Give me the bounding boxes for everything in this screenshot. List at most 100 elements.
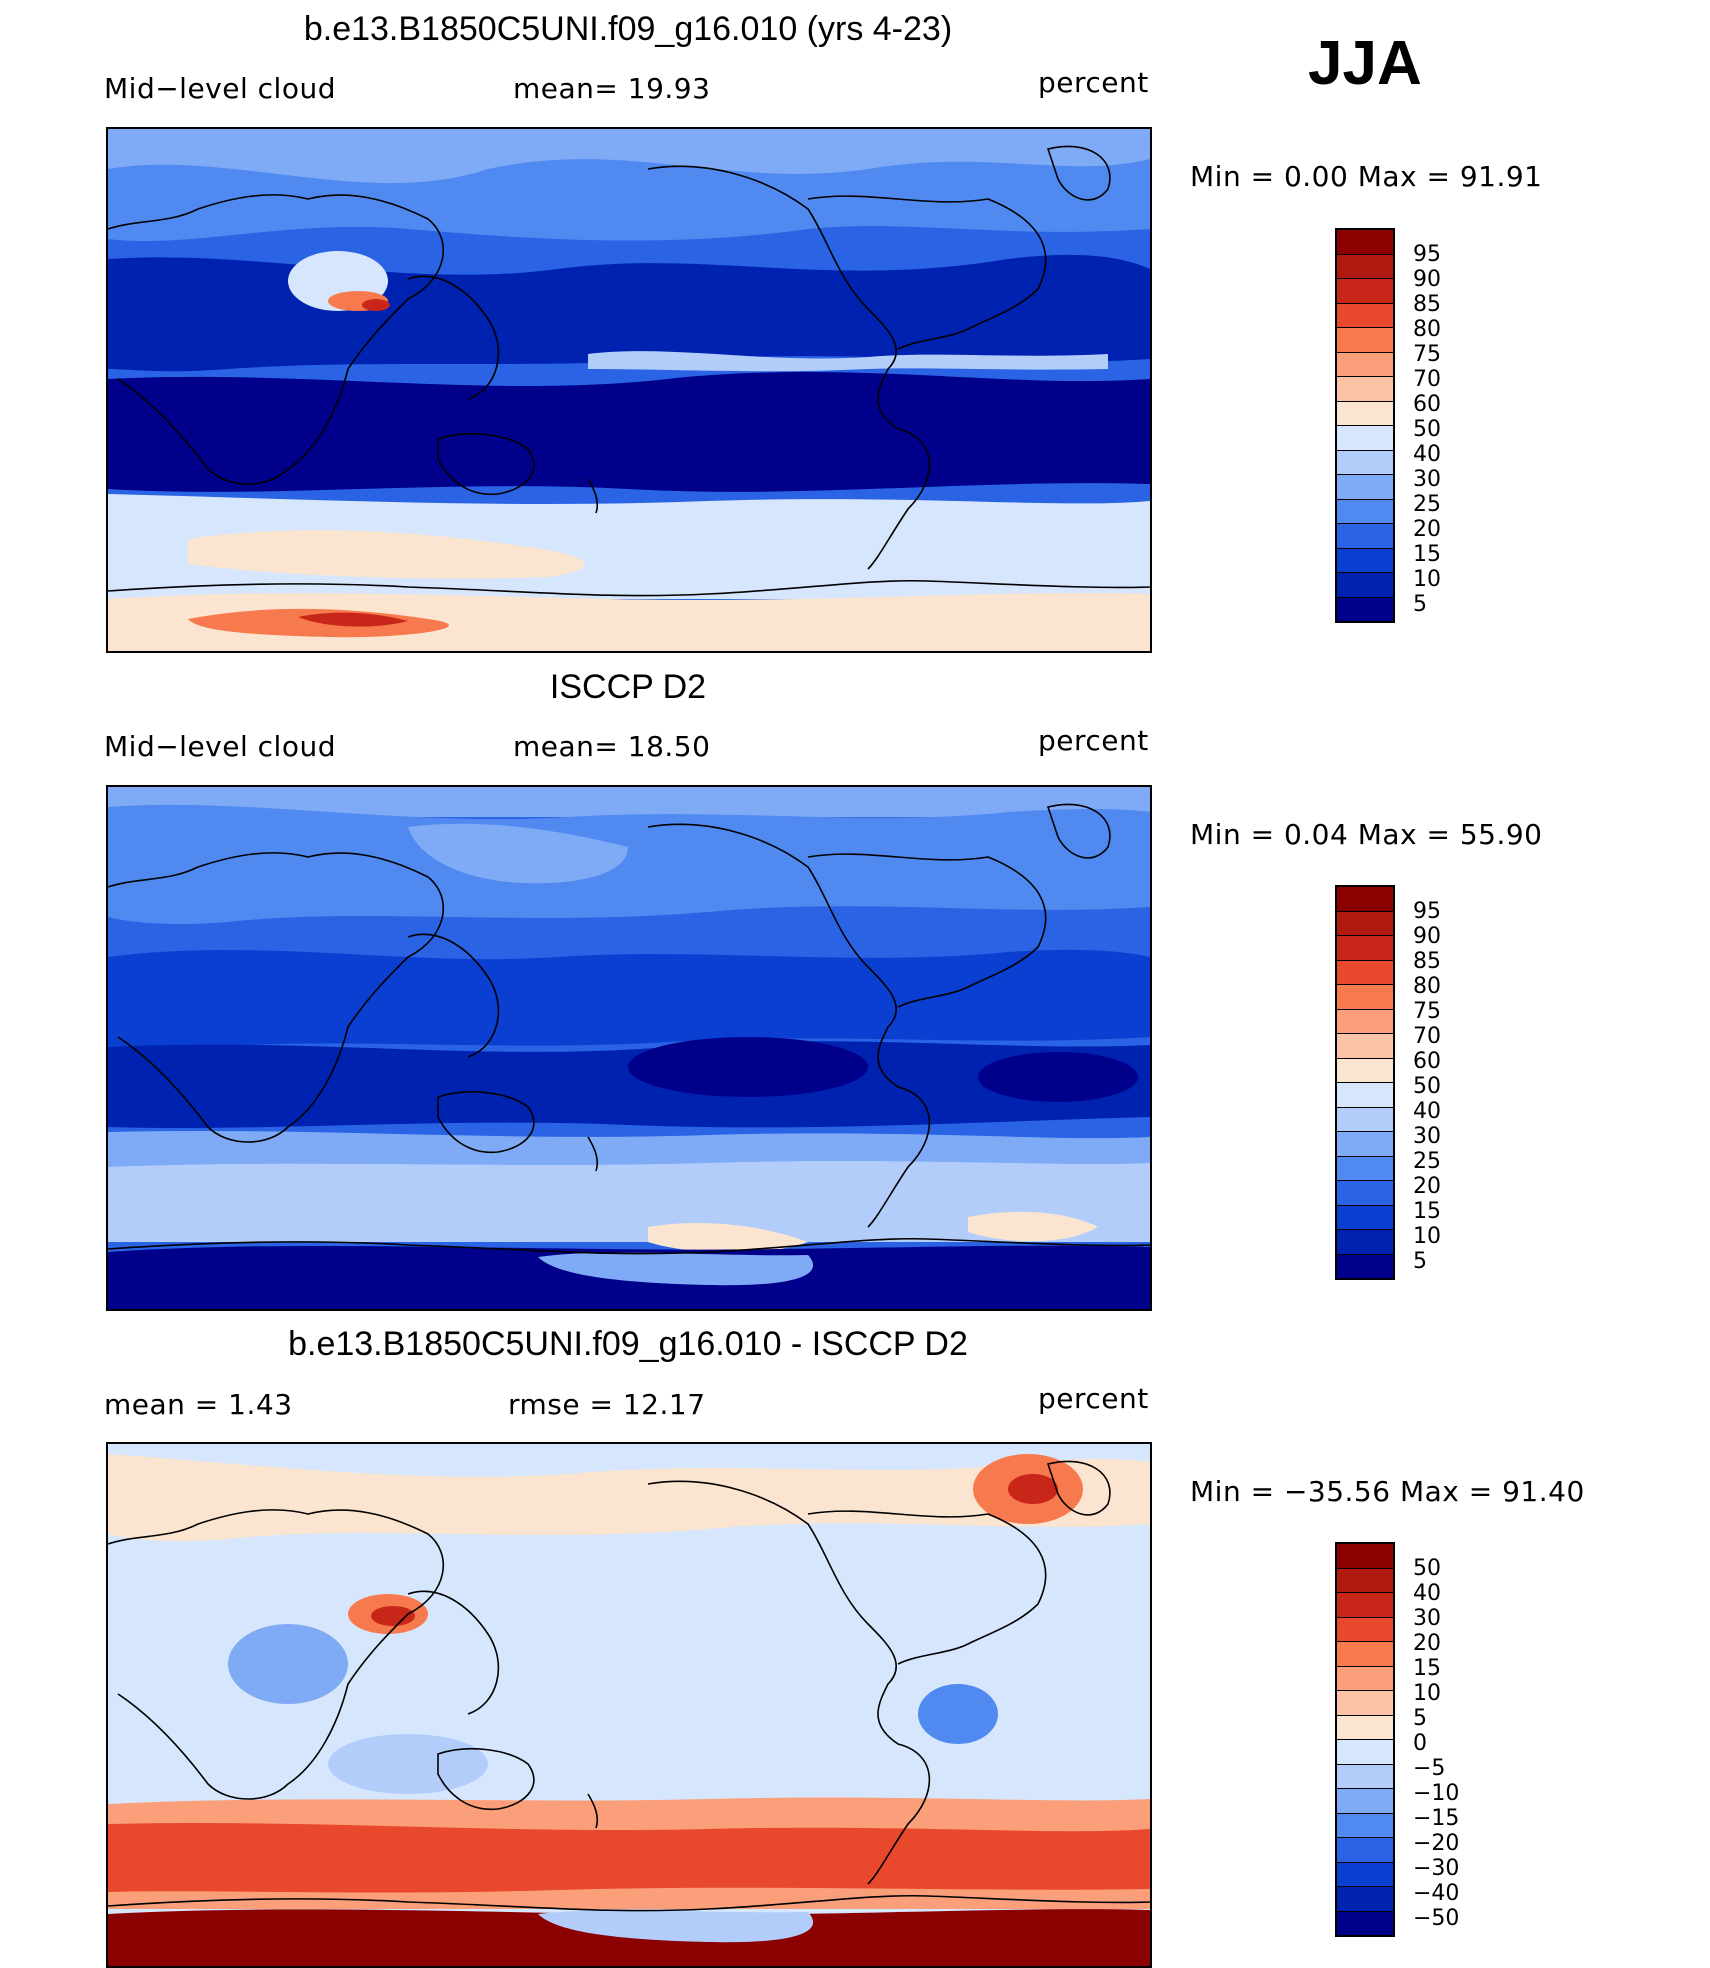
colorbar-label: 30 <box>1413 1606 1441 1631</box>
colorbar-label: 40 <box>1413 1581 1441 1606</box>
colorbar-swatch <box>1337 523 1393 548</box>
colorbar-label: 70 <box>1413 1024 1441 1049</box>
colorbar-label: 40 <box>1413 1099 1441 1124</box>
colorbar-label: −50 <box>1413 1906 1460 1931</box>
colorbar-label: 60 <box>1413 1049 1441 1074</box>
panel-left-label-obs: Mid−level cloud <box>104 730 336 763</box>
colorbar-swatch <box>1337 959 1393 984</box>
colorbar-swatch <box>1337 1082 1393 1107</box>
field-band <box>408 823 628 884</box>
coastlines <box>108 1460 1150 1912</box>
colorbar-label: 25 <box>1413 1149 1441 1174</box>
colorbar-swatch <box>1337 1155 1393 1180</box>
colorbar-label: 50 <box>1413 1074 1441 1099</box>
season-label: JJA <box>1308 29 1422 98</box>
colorbar-swatch <box>1337 498 1393 523</box>
colorbar-label: −20 <box>1413 1831 1460 1856</box>
colorbar-label: 90 <box>1413 267 1441 292</box>
colorbar-swatch <box>1337 1057 1393 1082</box>
map-obs-svg <box>108 787 1150 1309</box>
field-band <box>1008 1474 1058 1504</box>
field-band <box>628 1037 868 1097</box>
field-band <box>978 1052 1138 1102</box>
colorbar-swatch <box>1337 886 1393 911</box>
colorbar-swatch <box>1337 1131 1393 1156</box>
coastlines <box>108 145 1150 597</box>
panel-mean-label-obs: mean= 18.50 <box>513 730 711 763</box>
colorbar-swatch <box>1337 1180 1393 1205</box>
colorbar-swatch <box>1337 425 1393 450</box>
colorbar-label: 0 <box>1413 1731 1427 1756</box>
colorbar-label: 15 <box>1413 542 1441 567</box>
colorbar-label: 5 <box>1413 1706 1427 1731</box>
field-band <box>108 1454 1150 1542</box>
colorbar-swatch <box>1337 1886 1393 1911</box>
colorbar-swatch <box>1337 935 1393 960</box>
field-band <box>108 1041 1150 1129</box>
panel-title-obs: ISCCP D2 <box>549 668 707 706</box>
colorbar-swatch <box>1337 1665 1393 1690</box>
colorbar-swatch <box>1337 1812 1393 1837</box>
colorbar-swatch <box>1337 1690 1393 1715</box>
map-diff <box>106 1442 1152 1968</box>
field-band <box>538 1252 814 1286</box>
colorbar-label: 85 <box>1413 949 1441 974</box>
field-band <box>298 612 408 627</box>
colorbar-swatch <box>1337 1253 1393 1278</box>
colorbar-swatch <box>1337 1788 1393 1813</box>
colorbar-swatch <box>1337 1910 1393 1935</box>
colorbar-label: −15 <box>1413 1806 1460 1831</box>
colorbar-label: −40 <box>1413 1881 1460 1906</box>
panel-title-model: b.e13.B1850C5UNI.f09_g16.010 (yrs 4-23) <box>303 10 953 48</box>
colorbar-label: 20 <box>1413 1631 1441 1656</box>
map-model <box>106 127 1152 653</box>
colorbar-swatch <box>1337 1861 1393 1886</box>
panel-minmax-diff: Min = −35.56 Max = 91.40 <box>1190 1475 1585 1508</box>
colorbar-label: 15 <box>1413 1656 1441 1681</box>
panel-title-diff: b.e13.B1850C5UNI.f09_g16.010 - ISCCP D2 <box>288 1325 968 1363</box>
colorbar-label: 70 <box>1413 367 1441 392</box>
colorbar-label: 10 <box>1413 567 1441 592</box>
colorbar-swatch <box>1337 572 1393 597</box>
colorbar-box <box>1335 1542 1395 1937</box>
panel-mean-label-diff: mean = 1.43 <box>104 1388 293 1421</box>
field-band <box>108 949 1150 1049</box>
colorbar-box <box>1335 885 1395 1280</box>
colorbar-swatch <box>1337 1543 1393 1568</box>
colorbar-label: 80 <box>1413 974 1441 999</box>
colorbar-label: 50 <box>1413 1556 1441 1581</box>
coastlines <box>108 803 1150 1255</box>
colorbar-swatch <box>1337 910 1393 935</box>
colorbar-obs: 95 90 85 80 75 70 60 50 40 30 25 20 15 1… <box>1335 885 1441 1280</box>
colorbar-swatch <box>1337 327 1393 352</box>
colorbar-swatch <box>1337 449 1393 474</box>
colorbar-label: 75 <box>1413 342 1441 367</box>
colorbar-swatch <box>1337 1106 1393 1131</box>
colorbar-label: 60 <box>1413 392 1441 417</box>
field-band <box>328 1734 488 1794</box>
field-band <box>371 1606 415 1626</box>
colorbar-label: 50 <box>1413 417 1441 442</box>
colorbar-label: 40 <box>1413 442 1441 467</box>
colorbar-swatch <box>1337 1008 1393 1033</box>
colorbar-label: 5 <box>1413 1249 1427 1274</box>
field-band <box>188 530 585 579</box>
colorbar-swatch <box>1337 1229 1393 1254</box>
colorbar-swatch <box>1337 1837 1393 1862</box>
colorbar-swatch <box>1337 1033 1393 1058</box>
field-band <box>968 1211 1098 1242</box>
colorbar-label: 5 <box>1413 592 1427 617</box>
colorbar-swatch <box>1337 1641 1393 1666</box>
colorbar-swatch <box>1337 1763 1393 1788</box>
colorbar-label: 25 <box>1413 492 1441 517</box>
colorbar-box <box>1335 228 1395 623</box>
panel-units-diff: percent <box>1038 1382 1149 1415</box>
field-band <box>108 371 1150 492</box>
colorbar-swatch <box>1337 1714 1393 1739</box>
colorbar-label: 30 <box>1413 1124 1441 1149</box>
colorbar-swatch <box>1337 474 1393 499</box>
colorbar-swatch <box>1337 984 1393 1009</box>
colorbar-label: −30 <box>1413 1856 1460 1881</box>
colorbar-swatch <box>1337 1204 1393 1229</box>
colorbar-swatch <box>1337 376 1393 401</box>
